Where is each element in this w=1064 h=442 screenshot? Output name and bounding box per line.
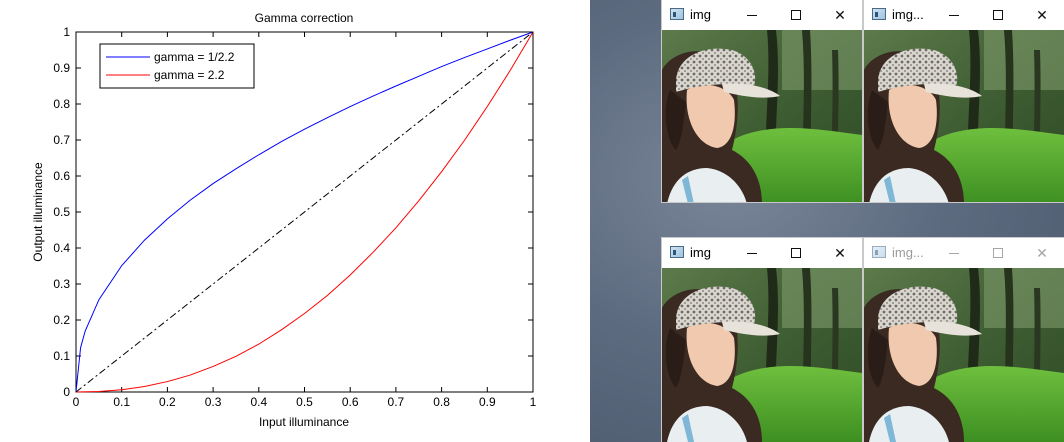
minimize-icon <box>949 14 959 16</box>
minimize-icon <box>949 252 959 254</box>
window-titlebar[interactable]: img ✕ <box>662 0 862 30</box>
minimize-button[interactable] <box>932 238 976 268</box>
image-view <box>864 268 1064 442</box>
window-title: img... <box>892 245 924 260</box>
maximize-icon <box>791 248 801 258</box>
x-tick-label: 0 <box>73 395 80 409</box>
y-tick-label: 0.2 <box>53 313 70 327</box>
series-line-2 <box>75 31 534 393</box>
x-tick-label: 0.8 <box>433 395 450 409</box>
y-tick-label: 0 <box>63 385 70 399</box>
y-tick-label: 0.4 <box>53 241 70 255</box>
series-line-1 <box>75 31 534 393</box>
window-app-icon <box>872 8 886 20</box>
legend-label: gamma = 1/2.2 <box>154 50 235 64</box>
y-axis-label: Output illuminance <box>31 162 45 262</box>
legend-box <box>99 43 255 89</box>
image-window-1[interactable]: img ✕ <box>662 0 862 202</box>
maximize-button[interactable] <box>976 0 1020 30</box>
y-tick-label: 1 <box>63 25 70 39</box>
y-tick-label: 0.8 <box>53 97 70 111</box>
x-tick-label: 0.4 <box>250 395 267 409</box>
window-titlebar[interactable]: img... ✕ <box>864 238 1064 268</box>
image-window-4[interactable]: img... ✕ <box>864 238 1064 442</box>
y-tick-label: 0.5 <box>53 205 70 219</box>
image-view <box>864 30 1064 202</box>
minimize-button[interactable] <box>730 0 774 30</box>
window-titlebar[interactable]: img ✕ <box>662 238 862 268</box>
window-title: img <box>690 245 711 260</box>
minimize-icon <box>747 252 757 254</box>
x-tick-label: 0.2 <box>159 395 176 409</box>
y-tick-label: 0.3 <box>53 277 70 291</box>
gamma-chart: Gamma correction 0 0.1 0.2 0.3 0.4 0.5 0.6 0.7 0… <box>31 11 537 429</box>
close-icon: ✕ <box>834 244 846 261</box>
y-tick-label: 0.9 <box>53 61 70 75</box>
x-tick-label: 0.5 <box>296 395 313 409</box>
close-button[interactable]: ✕ <box>818 238 862 268</box>
x-tick-label: 1 <box>530 395 537 409</box>
figure-panel: Gamma correction 0 0.1 0.2 0.3 0.4 0.5 0.6 0.7 0… <box>31 11 537 429</box>
image-window-3[interactable]: img ✕ <box>662 238 862 442</box>
window-app-icon <box>872 246 886 258</box>
y-tick-label: 0.7 <box>53 133 70 147</box>
series-line-3 <box>75 31 534 393</box>
y-tick-label: 0.6 <box>53 169 70 183</box>
maximize-button[interactable] <box>976 238 1020 268</box>
maximize-button[interactable] <box>774 0 818 30</box>
image-window-2[interactable]: img... ✕ <box>864 0 1064 202</box>
window-title: img... <box>892 7 924 22</box>
image-view <box>662 268 862 442</box>
minimize-button[interactable] <box>932 0 976 30</box>
x-tick-label: 0.1 <box>113 395 130 409</box>
close-icon: ✕ <box>834 6 846 23</box>
image-view <box>662 30 862 202</box>
close-button[interactable]: ✕ <box>818 0 862 30</box>
minimize-icon <box>747 14 757 16</box>
x-tick-label: 0.6 <box>342 395 359 409</box>
chart-title: Gamma correction <box>255 11 354 25</box>
close-button[interactable]: ✕ <box>1020 238 1064 268</box>
x-tick-label: 0.9 <box>479 395 496 409</box>
maximize-icon <box>993 248 1003 258</box>
close-icon: ✕ <box>1036 6 1048 23</box>
x-axis-label: Input illuminance <box>259 415 349 429</box>
x-tick-label: 0.7 <box>388 395 405 409</box>
legend-label: gamma = 2.2 <box>154 68 225 82</box>
maximize-button[interactable] <box>774 238 818 268</box>
x-tick-label: 0.3 <box>205 395 222 409</box>
close-icon: ✕ <box>1036 244 1048 261</box>
minimize-button[interactable] <box>730 238 774 268</box>
maximize-icon <box>791 10 801 20</box>
window-title: img <box>690 7 711 22</box>
window-titlebar[interactable]: img... ✕ <box>864 0 1064 30</box>
close-button[interactable]: ✕ <box>1020 0 1064 30</box>
maximize-icon <box>993 10 1003 20</box>
window-app-icon <box>670 246 684 258</box>
y-tick-label: 0.1 <box>53 349 70 363</box>
window-app-icon <box>670 8 684 20</box>
